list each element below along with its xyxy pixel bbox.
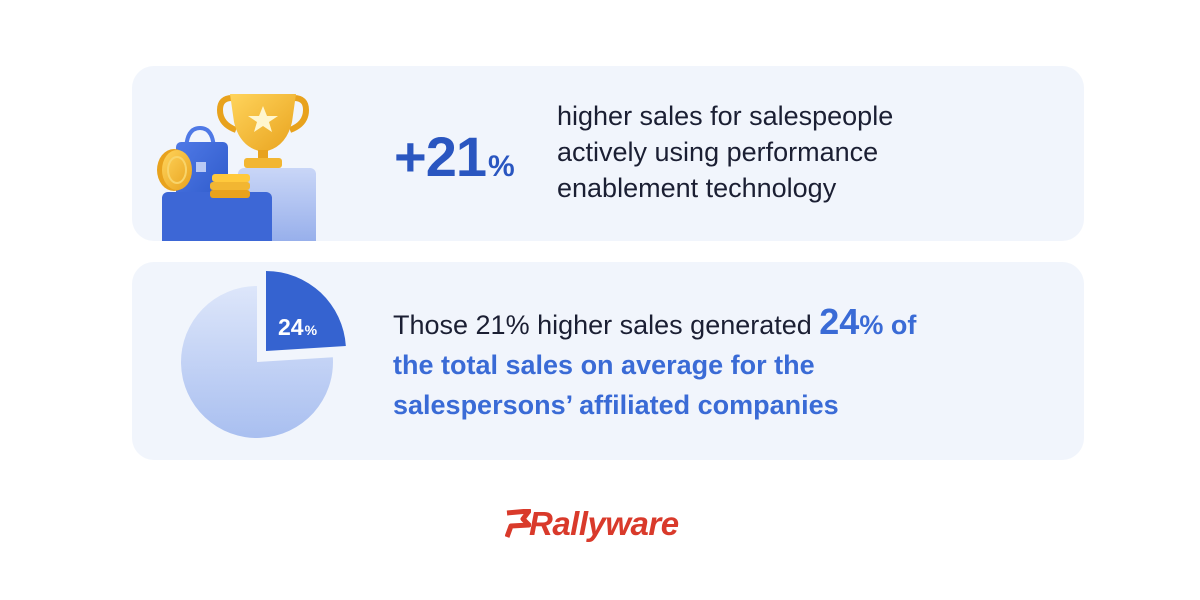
pie-slice-label: 24% — [278, 314, 318, 340]
share-description: Those 21% higher sales generated 24% of … — [393, 302, 1033, 425]
pie-chart-illustration: 24% — [181, 271, 346, 438]
brand-logo: Rallyware — [505, 502, 679, 546]
coin-icon — [157, 149, 192, 191]
trophy-icon — [216, 94, 310, 168]
share-highlight-unit: % of — [859, 310, 917, 340]
share-text-lead: Those 21% higher sales generated — [393, 310, 820, 340]
pie-remainder-slice — [181, 286, 333, 438]
coin-stack-icon — [210, 174, 250, 198]
blue-box — [162, 192, 272, 241]
share-text-line: the total sales on average for the — [393, 350, 815, 380]
pie-highlight-slice — [266, 271, 346, 351]
stat-percent-sign: % — [488, 150, 515, 183]
stat-description: higher sales for salespeople actively us… — [557, 98, 977, 206]
flag-icon — [505, 509, 531, 538]
stat-number: +21 — [394, 125, 487, 188]
stat-value: +21% — [394, 124, 515, 189]
sales-illustration — [157, 94, 316, 241]
brand-name: Rallyware — [529, 505, 679, 542]
stat-card-sales-share: 24% Those 21% higher sales generated 24%… — [132, 262, 1084, 460]
share-highlight-value: 24 — [819, 301, 860, 342]
description-line: actively using performance — [557, 137, 879, 167]
stat-card-sales-increase: +21% higher sales for salespeople active… — [132, 66, 1084, 241]
share-text-line: salespersons’ affiliated companies — [393, 390, 839, 420]
description-line: higher sales for salespeople — [557, 101, 894, 131]
description-line: enablement technology — [557, 173, 837, 203]
